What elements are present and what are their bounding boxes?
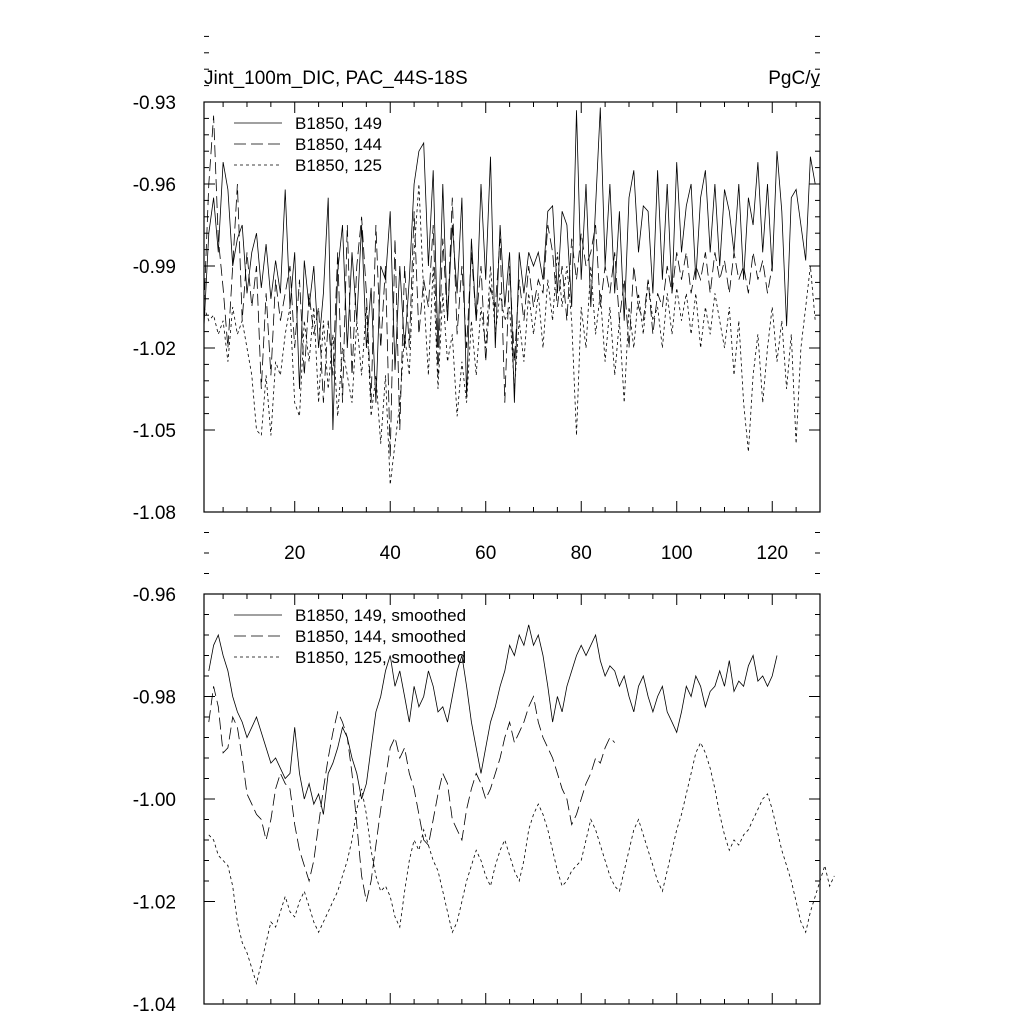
bottom-y-tick-label: -1.04 (133, 995, 177, 1016)
top-x-tick-label: 40 (380, 543, 401, 564)
bottom-series-line-1 (208, 624, 778, 815)
panel-top: -0.93 -0.96 -0.99 -1.02 -1.05 -1.08 20 40 60 80 10… (133, 35, 821, 564)
bottom-legend-label-3: B1850, 125, smoothed (295, 648, 466, 667)
top-legend-label-1: B1850, 149 (295, 114, 382, 133)
top-x-tick-label: 100 (661, 543, 693, 564)
top-x-tick-label: 120 (756, 543, 788, 564)
top-legend-label-2: B1850, 144 (295, 135, 382, 154)
chart-title-right: PgC/y (768, 68, 820, 89)
top-legend-label-3: B1850, 125 (295, 156, 382, 175)
panel-bottom: -0.96 -0.98 -1.00 -1.02 -1.04 B1850, 149, smo… (133, 511, 835, 1016)
top-y-tick-label: -1.08 (133, 503, 176, 524)
chart-title-left: Jint_100m_DIC, PAC_44S-18S (204, 68, 468, 89)
bottom-y-tick-label: -1.02 (133, 893, 176, 914)
bottom-legend-label-2: B1850, 144, smoothed (295, 627, 466, 646)
top-y-tick-label: -0.99 (133, 257, 176, 278)
bottom-series-line-2 (208, 686, 615, 902)
bottom-y-tick-label: -0.98 (133, 688, 176, 709)
top-x-tick-label: 20 (284, 543, 305, 564)
top-series-line-3 (203, 183, 816, 485)
top-x-tick-label: 60 (475, 543, 496, 564)
top-y-tick-label: -1.02 (133, 339, 176, 360)
bottom-y-tick-label: -1.00 (133, 790, 176, 811)
bottom-series-line-3 (208, 741, 835, 986)
bottom-legend-label-1: B1850, 149, smoothed (295, 606, 466, 625)
top-y-tick-label: -0.93 (133, 93, 176, 114)
bottom-y-tick-label: -0.96 (133, 585, 176, 606)
top-series-line-2 (203, 115, 773, 458)
top-series-line-1 (203, 107, 816, 431)
top-y-tick-label: -1.05 (133, 421, 176, 442)
top-x-tick-label: 80 (571, 543, 592, 564)
top-y-tick-label: -0.96 (133, 175, 176, 196)
